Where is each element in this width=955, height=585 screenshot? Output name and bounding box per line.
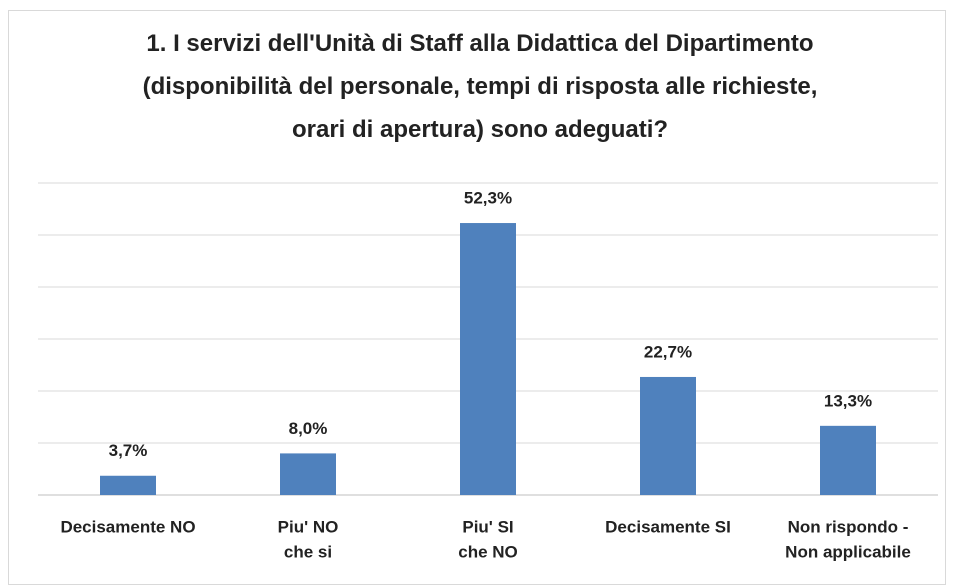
bar [640,376,696,495]
x-tick-label: Piu' SI [462,517,513,536]
x-tick-label: che si [284,542,332,561]
value-label: 13,3% [824,391,872,410]
x-tick-label: Decisamente SI [605,517,731,536]
bar [460,223,516,496]
x-tick-label: Non applicabile [785,542,911,561]
value-label: 22,7% [644,342,692,361]
x-tick-label: Non rispondo - [788,517,909,536]
bar [820,425,876,495]
value-label: 8,0% [289,419,328,438]
bar [280,453,336,495]
bar [100,475,156,495]
value-label: 3,7% [109,441,148,460]
chart-title: 1. I servizi dell'Unità di Staff alla Di… [142,30,818,143]
value-label: 52,3% [464,189,512,208]
x-tick-label: che NO [458,542,518,561]
x-tick-label: Decisamente NO [60,517,195,536]
x-tick-label: Piu' NO [278,517,339,536]
